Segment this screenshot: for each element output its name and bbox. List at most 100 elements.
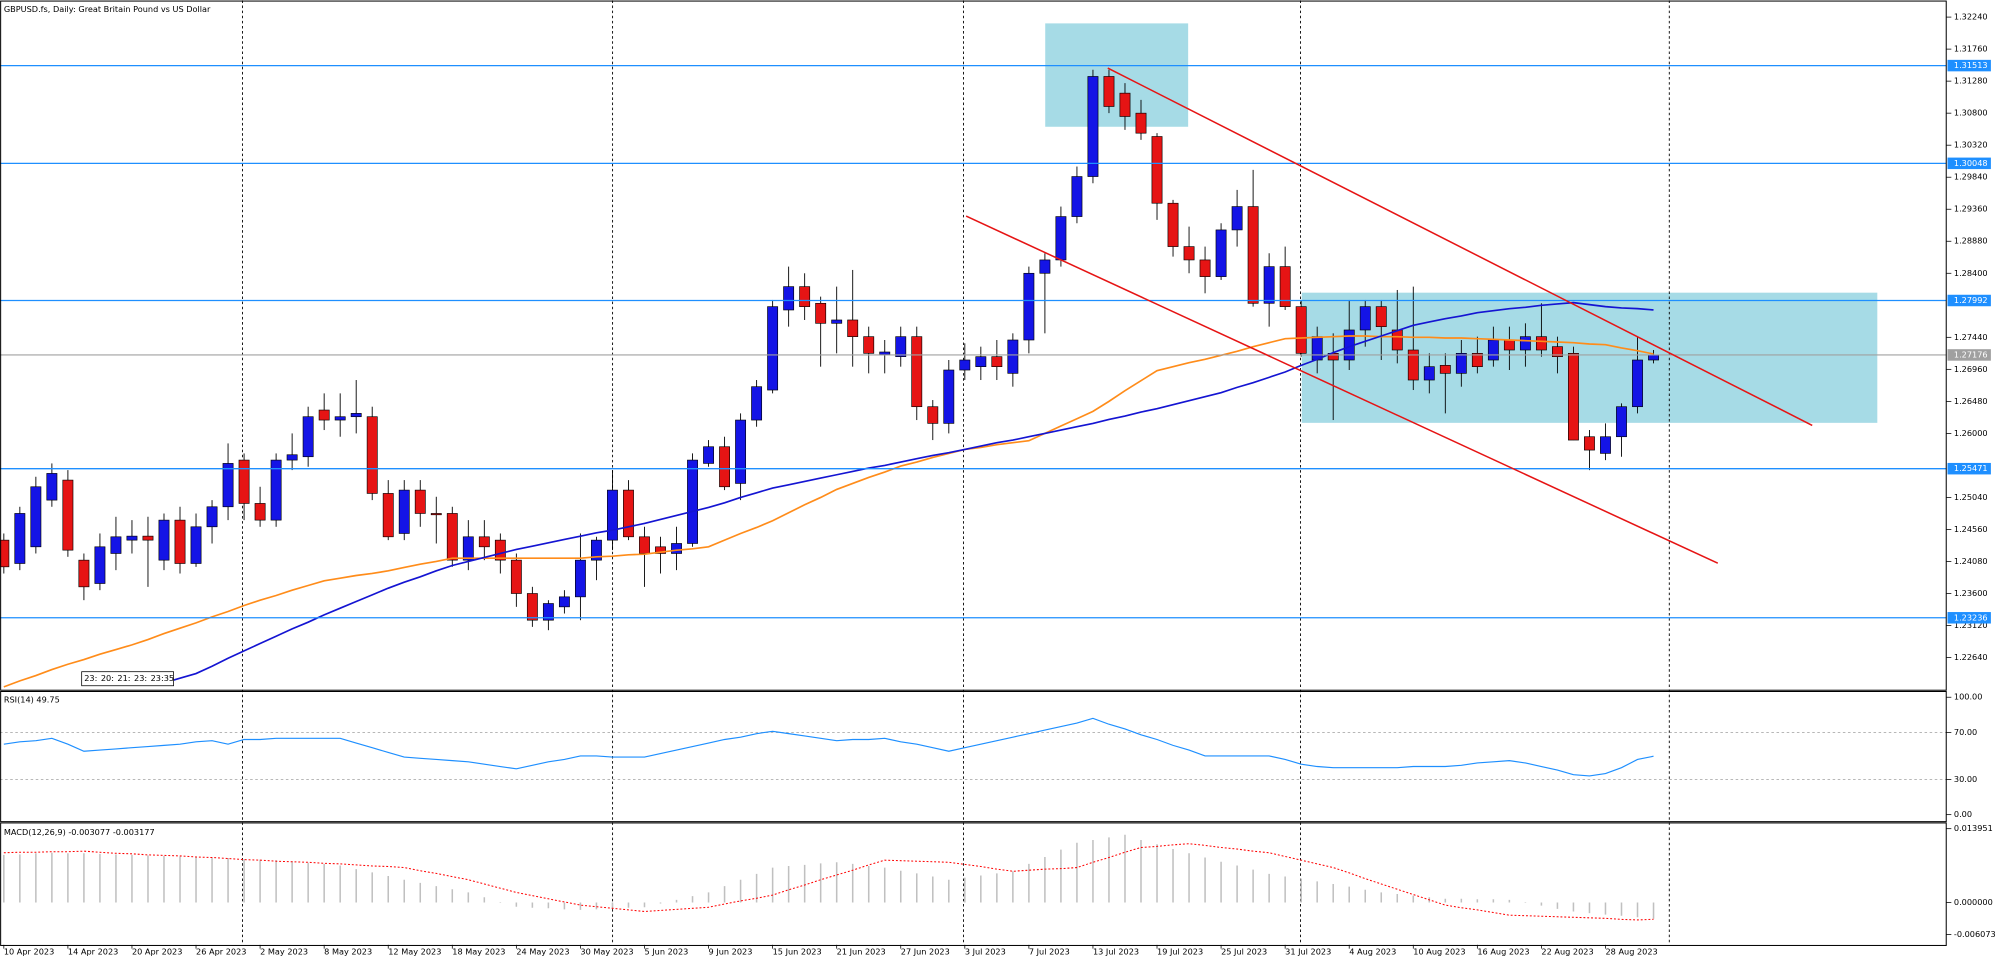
y-tick-label: 70.00 <box>1954 727 1977 737</box>
level-label: 1.31513 <box>1954 60 1988 70</box>
candle-body <box>1023 272 1035 341</box>
x-tick-label: 12 May 2023 <box>388 946 441 956</box>
y-tick-label: 0.00 <box>1954 809 1972 819</box>
candle-body <box>815 302 827 324</box>
price-marks <box>0 64 1947 688</box>
y-tick-label: 0.013951 <box>1954 823 1993 833</box>
candle-body <box>879 351 891 355</box>
x-tick-label: 19 Jul 2023 <box>1157 946 1203 956</box>
x-tick-label: 24 May 2023 <box>516 946 569 956</box>
candle-body <box>1359 306 1371 331</box>
candle-body <box>190 526 202 564</box>
chart-title: GBPUSD.fs, Daily: Great Britain Pound vs… <box>4 4 211 14</box>
x-tick-label: 2 May 2023 <box>260 946 308 956</box>
level-tag <box>1947 294 1991 307</box>
candle-body <box>1247 206 1259 304</box>
candle-body <box>1295 306 1307 354</box>
candle-body <box>639 536 650 554</box>
candle-body <box>574 559 586 598</box>
candle-body <box>318 409 330 421</box>
candle-body <box>302 416 314 458</box>
rsi-line <box>3 717 1654 777</box>
candle-body <box>382 493 394 538</box>
candle-body <box>398 489 410 534</box>
x-tick-label: 9 Jun 2023 <box>709 946 753 956</box>
candle-body <box>350 413 362 418</box>
x-tick-label: 20 Apr 2023 <box>132 946 182 956</box>
candle-body <box>542 603 554 621</box>
time-labels: 23: 20: 21: 23: 23:35 <box>81 671 175 687</box>
candle-body <box>286 454 298 461</box>
rsi-marks <box>3 717 1654 777</box>
labels: GBPUSD.fs, Daily: Great Britain Pound vs… <box>4 4 1996 956</box>
candle-body <box>959 359 971 371</box>
y-tick-label: 1.28400 <box>1954 268 1988 278</box>
candle-body <box>863 336 875 354</box>
candle-body <box>1183 246 1195 261</box>
candle-body <box>767 306 779 391</box>
candle-body <box>462 536 474 561</box>
x-tick-label: 22 Aug 2023 <box>1541 946 1593 956</box>
rsi-title: RSI(14) 49.75 <box>4 694 60 704</box>
y-tick-label: 30.00 <box>1954 774 1977 784</box>
level-label: 1.23236 <box>1954 612 1988 622</box>
candle-body <box>607 489 618 541</box>
x-tick-label: 4 Aug 2023 <box>1349 946 1396 956</box>
y-tick-label: 100.00 <box>1954 692 1983 702</box>
candle-body <box>510 559 522 594</box>
candle-body <box>14 513 26 564</box>
x-tick-label: 13 Jul 2023 <box>1093 946 1139 956</box>
candle-body <box>1311 336 1323 361</box>
candle-body <box>1519 336 1531 351</box>
candle-body <box>494 539 506 561</box>
candle-body <box>1039 259 1051 274</box>
x-tick-label: 27 Jun 2023 <box>901 946 950 956</box>
candle-body <box>174 519 186 564</box>
candle-body <box>1391 329 1403 351</box>
x-tick-label: 15 Jun 2023 <box>773 946 822 956</box>
candle-body <box>1552 346 1563 357</box>
candle-body <box>1055 216 1067 261</box>
candle-body <box>1535 336 1547 351</box>
y-tick-label: 1.24560 <box>1954 524 1988 534</box>
x-tick-label: 14 Apr 2023 <box>68 946 118 956</box>
level-tag <box>1947 59 1991 72</box>
time-label: 20: <box>101 673 114 683</box>
y-tick-label: 1.23120 <box>1954 620 1988 630</box>
candle-body <box>334 416 346 421</box>
drawings-front <box>965 67 1813 564</box>
macd-title: MACD(12,26,9) -0.003077 -0.003177 <box>4 827 155 837</box>
candle-body <box>943 369 955 424</box>
candle-body <box>1375 306 1387 327</box>
candle-body <box>558 596 570 608</box>
candle-body <box>975 356 987 367</box>
candle-body <box>831 319 843 324</box>
time-label: 21: <box>117 673 130 683</box>
y-tick-label: 1.23600 <box>1954 588 1988 598</box>
rsi-frame <box>0 690 1947 823</box>
candle-body <box>751 386 763 421</box>
candle-body <box>1135 112 1147 134</box>
candle-body <box>911 336 923 408</box>
x-tick-label: 8 May 2023 <box>324 946 372 956</box>
y-tick-label: 0.000000 <box>1954 897 1993 907</box>
candle-body <box>1151 136 1163 204</box>
candle-body <box>414 489 426 514</box>
y-tick-label: 1.25040 <box>1954 492 1988 502</box>
candle-body <box>623 489 634 538</box>
candle-body <box>126 535 138 541</box>
candle-body <box>46 473 58 501</box>
main-frame <box>0 0 1947 691</box>
candle-body <box>1103 76 1115 107</box>
candle-body <box>1487 339 1499 361</box>
y-tick-label: 1.27440 <box>1954 332 1988 342</box>
candle-body <box>1199 259 1211 277</box>
candle-body <box>847 319 859 337</box>
y-tick-label: 1.29840 <box>1954 172 1988 182</box>
level-tag <box>1947 157 1991 170</box>
time-label: 23:35 <box>151 673 175 683</box>
candle-body <box>78 559 90 588</box>
candle-body <box>158 519 170 561</box>
